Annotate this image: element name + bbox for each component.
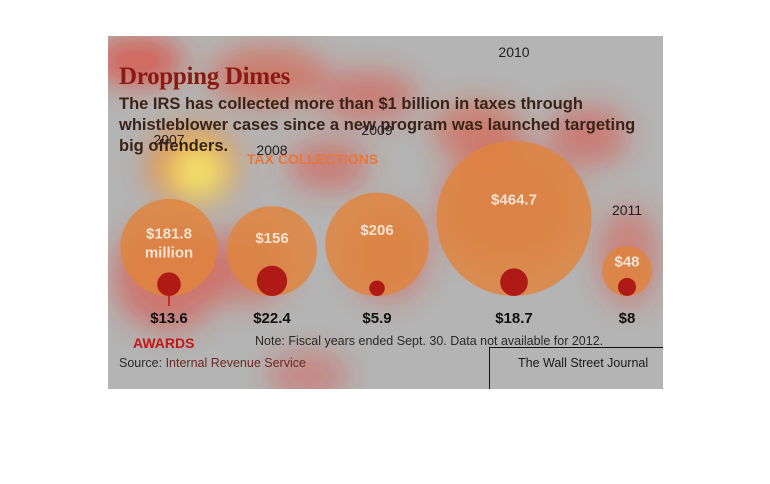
collection-value-label-2009: $206 xyxy=(360,222,393,239)
award-value-label-2010: $18.7 xyxy=(495,310,533,327)
publisher-credit: The Wall Street Journal xyxy=(518,356,649,370)
award-value-label-2007: $13.6 xyxy=(150,310,188,327)
year-label-2010: 2010 xyxy=(498,44,529,60)
source-organization: Internal Revenue Service xyxy=(165,356,306,370)
year-label-2007: 2007 xyxy=(153,131,184,147)
tax-collections-label: TAX COLLECTIONS xyxy=(247,151,379,167)
credit-box xyxy=(489,347,663,389)
award-bubble-2008 xyxy=(256,265,288,296)
award-bubble-2010 xyxy=(500,268,528,296)
collection-value-label-2010: $464.7 xyxy=(491,191,537,208)
chart-subtitle: The IRS has collected more than $1 billi… xyxy=(119,95,636,155)
award-value-label-2008: $22.4 xyxy=(253,310,291,327)
award-bubble-2009 xyxy=(369,280,385,296)
year-label-2008: 2008 xyxy=(256,142,287,158)
tax-collections-bubble-2010 xyxy=(436,140,592,296)
bubble-chart: 2007 $181.8 million $13.6 2008 $156 $22.4 2009 $… xyxy=(120,44,652,327)
infographic-panel: Dropping Dimes The IRS has collected mor… xyxy=(108,36,663,389)
chart-title: Dropping Dimes xyxy=(119,63,291,90)
award-bubble-2007 xyxy=(157,272,181,296)
collection-value-label-2007: $181.8 xyxy=(146,226,192,243)
source-line: Source: Internal Revenue Service xyxy=(119,356,306,370)
award-bubble-2011 xyxy=(617,277,637,296)
award-value-label-2009: $5.9 xyxy=(362,310,391,327)
tax-collections-bubble-2009 xyxy=(325,192,429,296)
source-prefix: Source: xyxy=(119,356,166,370)
footnote: Note: Fiscal years ended Sept. 30. Data … xyxy=(255,334,604,348)
year-label-2011: 2011 xyxy=(612,202,642,218)
collection-value-label-2007-unit: million xyxy=(145,245,193,262)
collection-value-label-2011: $48 xyxy=(614,254,639,271)
award-value-label-2011: $8 xyxy=(619,310,636,327)
tax-collections-bubble-2011 xyxy=(602,246,652,296)
tax-collections-bubble-2008 xyxy=(227,206,317,296)
year-label-2009: 2009 xyxy=(361,122,392,138)
awards-label: AWARDS xyxy=(133,335,195,351)
collection-value-label-2008: $156 xyxy=(255,230,288,247)
tax-collections-bubble-2007 xyxy=(120,198,218,296)
